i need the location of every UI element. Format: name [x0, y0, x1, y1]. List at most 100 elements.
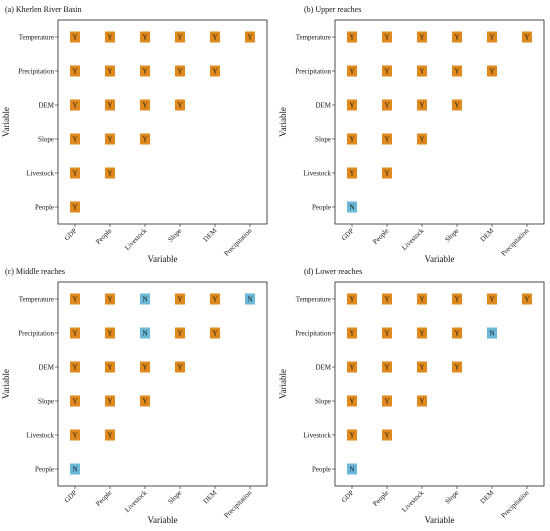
- cell-yes: [452, 99, 462, 111]
- cell-yes: [210, 293, 220, 305]
- cell-label: Y: [384, 296, 389, 304]
- y-axis-title: Variable: [1, 369, 11, 399]
- cell-yes: [452, 361, 462, 373]
- cell-label: Y: [107, 102, 112, 110]
- cell-yes: [522, 293, 532, 305]
- plot-frame: [334, 281, 545, 487]
- x-tick-label: GDP: [340, 227, 356, 243]
- cell-yes: [487, 65, 497, 77]
- cell-yes: [70, 201, 80, 213]
- y-tick-label: Slope: [315, 136, 331, 144]
- y-tick-label: People: [312, 204, 331, 212]
- cell-yes: [347, 429, 357, 441]
- cell-label: Y: [177, 34, 182, 42]
- plot-frame: [57, 19, 268, 225]
- y-tick-label: Slope: [38, 398, 54, 406]
- x-tick-label: Precipitation: [499, 488, 530, 519]
- x-tick-label: DEM: [202, 226, 219, 243]
- cell-yes: [347, 361, 357, 373]
- cell-label: Y: [419, 296, 424, 304]
- x-tick-label: Slope: [443, 489, 460, 506]
- cell-label: Y: [384, 102, 389, 110]
- cell-no: [347, 201, 357, 213]
- x-tick-label: Precipitation: [222, 488, 253, 519]
- cell-yes: [105, 293, 115, 305]
- y-tick-label: Temperature: [296, 34, 331, 42]
- cell-yes: [347, 99, 357, 111]
- cell-label: Y: [72, 432, 77, 440]
- y-tick-label: DEM: [38, 102, 54, 110]
- x-tick-label: DEM: [202, 488, 219, 505]
- cell-label: Y: [349, 364, 354, 372]
- x-tick-label: Livestock: [123, 226, 149, 252]
- cell-yes: [417, 395, 427, 407]
- cell-yes: [487, 293, 497, 305]
- y-tick-label: People: [35, 466, 54, 474]
- cell-label: Y: [212, 68, 217, 76]
- cell-yes: [105, 429, 115, 441]
- cell-yes: [105, 133, 115, 145]
- cell-no: [347, 463, 357, 475]
- x-axis-title: Variable: [148, 515, 178, 525]
- x-tick-label: GDP: [340, 489, 356, 505]
- cell-label: Y: [454, 102, 459, 110]
- cell-label: Y: [384, 68, 389, 76]
- cell-label: Y: [489, 296, 494, 304]
- cell-yes: [175, 361, 185, 373]
- cell-label: Y: [384, 136, 389, 144]
- cell-yes: [417, 293, 427, 305]
- cell-no: [140, 293, 150, 305]
- cell-label: Y: [454, 364, 459, 372]
- cell-label: Y: [142, 364, 147, 372]
- x-tick-label: GDP: [63, 227, 79, 243]
- cell-yes: [382, 31, 392, 43]
- cell-label: Y: [349, 330, 354, 338]
- cell-yes: [70, 31, 80, 43]
- cell-yes: [417, 361, 427, 373]
- cell-label: N: [349, 204, 354, 212]
- cell-yes: [70, 167, 80, 179]
- cell-label: Y: [349, 68, 354, 76]
- cell-yes: [140, 65, 150, 77]
- y-tick-label: Livestock: [26, 432, 54, 440]
- y-tick-label: Slope: [38, 136, 54, 144]
- cell-label: Y: [419, 34, 424, 42]
- cell-yes: [140, 395, 150, 407]
- x-tick-label: Livestock: [123, 488, 149, 514]
- cell-label: Y: [72, 296, 77, 304]
- cell-yes: [105, 65, 115, 77]
- cell-label: N: [489, 330, 494, 338]
- cell-label: Y: [419, 398, 424, 406]
- cell-label: Y: [72, 102, 77, 110]
- heatmap-panel-3: (c) Middle reaches Temperature Precipitati…: [1, 267, 268, 525]
- cell-label: Y: [384, 330, 389, 338]
- cell-yes: [70, 361, 80, 373]
- cell-yes: [382, 429, 392, 441]
- cell-label: Y: [384, 34, 389, 42]
- x-tick-label: DEM: [479, 226, 496, 243]
- cell-label: Y: [107, 34, 112, 42]
- x-tick-label: DEM: [479, 488, 496, 505]
- cell-no: [70, 463, 80, 475]
- cell-label: Y: [489, 34, 494, 42]
- cell-label: Y: [72, 398, 77, 406]
- cell-label: Y: [72, 330, 77, 338]
- cell-yes: [105, 361, 115, 373]
- cell-label: Y: [419, 68, 424, 76]
- cell-label: Y: [349, 398, 354, 406]
- cell-label: Y: [454, 34, 459, 42]
- y-axis-title: Variable: [278, 369, 288, 399]
- y-tick-label: Temperature: [296, 296, 331, 304]
- cell-yes: [417, 133, 427, 145]
- plot-frame: [334, 19, 545, 225]
- cell-label: Y: [384, 432, 389, 440]
- cell-label: N: [247, 296, 252, 304]
- cell-yes: [417, 31, 427, 43]
- cell-label: Y: [419, 330, 424, 338]
- cell-label: N: [349, 466, 354, 474]
- y-tick-label: DEM: [315, 102, 331, 110]
- y-tick-label: DEM: [315, 364, 331, 372]
- cell-label: Y: [177, 330, 182, 338]
- y-tick-label: Precipitation: [18, 68, 54, 76]
